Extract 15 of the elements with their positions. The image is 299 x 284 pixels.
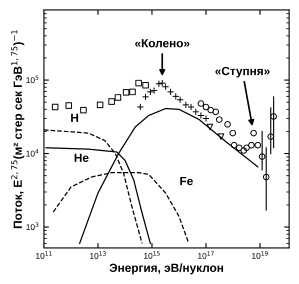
x-tick-label: 10$^{13}$: [90, 251, 106, 259]
x-tick-label: 10$^{11}$: [36, 251, 52, 259]
y-tick-label: 10$^{5}$: [26, 76, 38, 84]
y-tick-label: 10$^{4}$: [26, 149, 38, 157]
y-axis-title: Поток, E$^{2,75}$(м² стер сек ГэВ$^{1,75}$)$^{−1}$: [11, 30, 24, 228]
series-label: Fe: [180, 176, 193, 186]
annotation: «Колено»: [135, 39, 190, 48]
x-tick-label: 10$^{17}$: [198, 251, 214, 259]
annotation: «Ступня»: [215, 66, 270, 78]
y-tick-label: 10$^{3}$: [26, 222, 38, 230]
x-tick-label: 10$^{19}$: [252, 251, 268, 259]
x-tick-label: 10$^{15}$: [144, 251, 160, 259]
series-label: H: [71, 114, 78, 122]
series-label: He: [74, 154, 89, 162]
x-axis-title: Энергия, эВ/нуклон: [110, 263, 224, 274]
